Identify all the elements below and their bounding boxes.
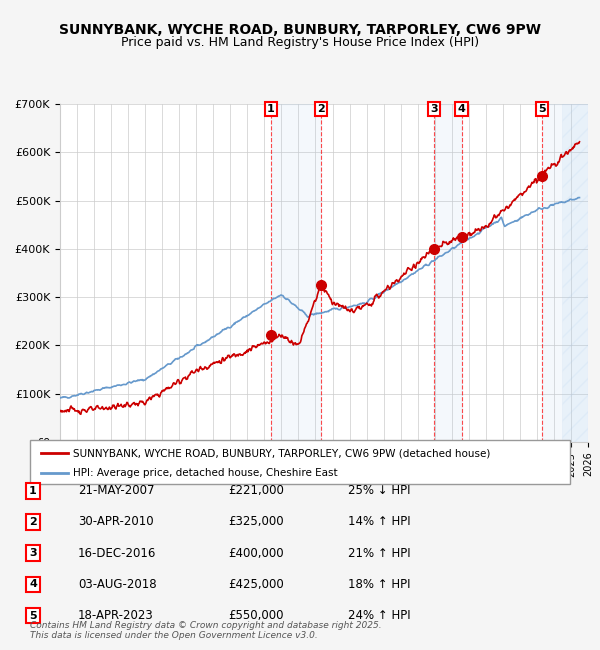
Text: 16-DEC-2016: 16-DEC-2016	[78, 547, 157, 560]
Text: Contains HM Land Registry data © Crown copyright and database right 2025.
This d: Contains HM Land Registry data © Crown c…	[30, 621, 382, 640]
Text: 24% ↑ HPI: 24% ↑ HPI	[348, 609, 410, 622]
Bar	[542, 104, 588, 442]
Text: 5: 5	[29, 610, 37, 621]
FancyBboxPatch shape	[30, 440, 570, 484]
Bar	[271, 104, 321, 442]
Text: 4: 4	[458, 104, 466, 114]
Text: 3: 3	[29, 548, 37, 558]
Text: 2: 2	[317, 104, 325, 114]
Bar	[434, 104, 461, 442]
Text: 1: 1	[267, 104, 275, 114]
Text: 30-APR-2010: 30-APR-2010	[78, 515, 154, 528]
Text: SUNNYBANK, WYCHE ROAD, BUNBURY, TARPORLEY, CW6 9PW (detached house): SUNNYBANK, WYCHE ROAD, BUNBURY, TARPORLE…	[73, 448, 491, 458]
Text: £425,000: £425,000	[228, 578, 284, 591]
Text: £550,000: £550,000	[228, 609, 284, 622]
Text: 21% ↑ HPI: 21% ↑ HPI	[348, 547, 410, 560]
Text: 1: 1	[29, 486, 37, 496]
Text: 03-AUG-2018: 03-AUG-2018	[78, 578, 157, 591]
Text: 4: 4	[29, 579, 37, 590]
Text: 3: 3	[430, 104, 438, 114]
Text: £325,000: £325,000	[228, 515, 284, 528]
Text: 21-MAY-2007: 21-MAY-2007	[78, 484, 155, 497]
Text: HPI: Average price, detached house, Cheshire East: HPI: Average price, detached house, Ches…	[73, 468, 338, 478]
Text: 25% ↓ HPI: 25% ↓ HPI	[348, 484, 410, 497]
Text: 2: 2	[29, 517, 37, 527]
Text: £400,000: £400,000	[228, 547, 284, 560]
Text: £221,000: £221,000	[228, 484, 284, 497]
Text: 5: 5	[538, 104, 545, 114]
Text: 14% ↑ HPI: 14% ↑ HPI	[348, 515, 410, 528]
Text: 18-APR-2023: 18-APR-2023	[78, 609, 154, 622]
Text: SUNNYBANK, WYCHE ROAD, BUNBURY, TARPORLEY, CW6 9PW: SUNNYBANK, WYCHE ROAD, BUNBURY, TARPORLE…	[59, 23, 541, 37]
Text: 18% ↑ HPI: 18% ↑ HPI	[348, 578, 410, 591]
Text: Price paid vs. HM Land Registry's House Price Index (HPI): Price paid vs. HM Land Registry's House …	[121, 36, 479, 49]
Bar	[562, 104, 588, 442]
